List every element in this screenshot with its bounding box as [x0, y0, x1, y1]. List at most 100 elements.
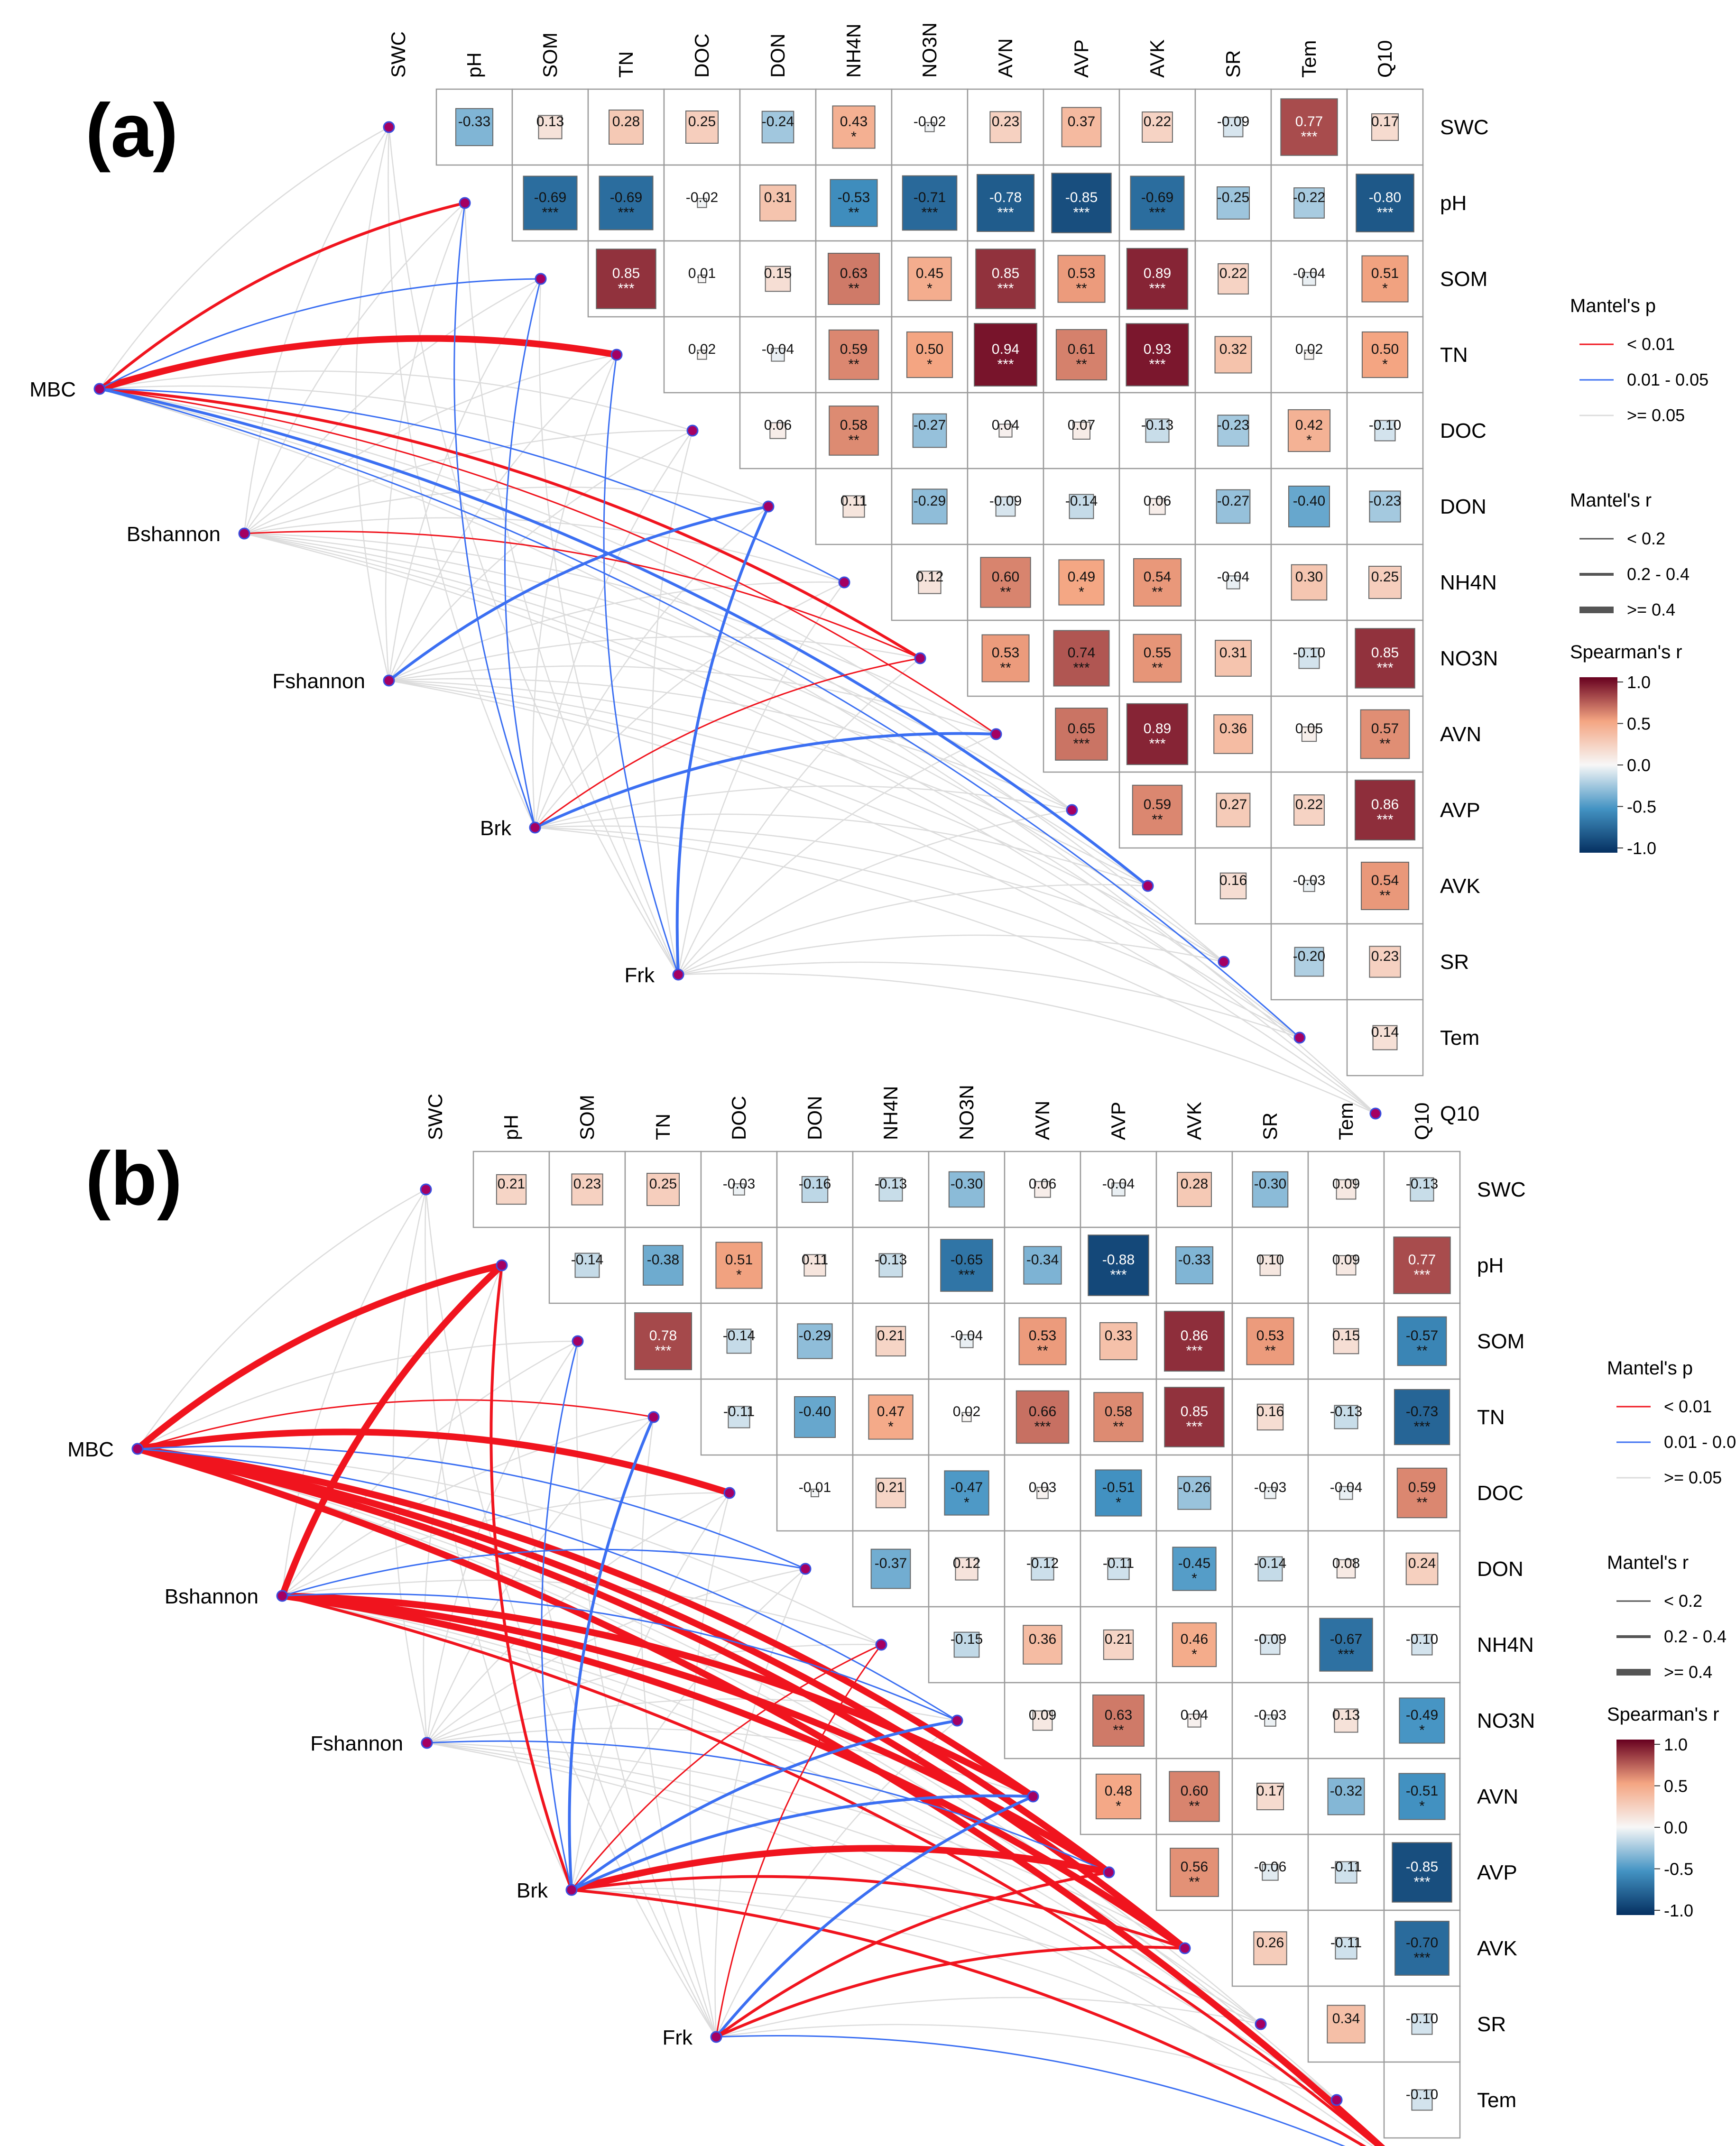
corr-tile-ph-sr [1259, 1254, 1281, 1276]
corr-value-label: -0.10 [1406, 2011, 1438, 2026]
corr-tile-doc-don [811, 1489, 819, 1497]
corr-significance-label: ** [1189, 1874, 1200, 1890]
corr-tile-nh4n-no3n [918, 571, 942, 594]
node-label-fshannon: Fshannon [272, 670, 365, 693]
corr-value-label: -0.85 [1406, 1859, 1438, 1875]
corr-value-label: -0.32 [1330, 1783, 1362, 1799]
column-label-avn: AVN [1031, 1101, 1053, 1140]
corr-value-label: 0.58 [1105, 1404, 1132, 1419]
corr-tile-tn-no3n [906, 331, 953, 378]
mantel-link-mbc-don [137, 1446, 806, 1570]
mantel-link-bg [137, 1448, 882, 1646]
corr-value-label: -0.29 [799, 1328, 831, 1344]
corr-tile-ph-tem [1336, 1255, 1357, 1276]
corr-tile-doc-sr [1264, 1487, 1276, 1499]
corr-value-label: -0.04 [1217, 569, 1249, 585]
corr-value-label: 0.47 [877, 1404, 905, 1419]
corr-tile-ph-tem [1293, 187, 1325, 219]
corr-tile-don-avp [1069, 494, 1094, 519]
corr-significance-label: *** [1110, 1267, 1127, 1283]
mantel-link-fshannon-avp [426, 1740, 1110, 1873]
column-label-don: DON [766, 34, 789, 78]
corr-value-label: 0.42 [1295, 417, 1323, 433]
corr-tile-don-no3n [955, 1557, 979, 1581]
row-label-swc: SWC [1477, 1178, 1526, 1201]
variable-dot [838, 576, 850, 589]
corr-tile-tn-avk [1126, 323, 1189, 387]
row-label-tn: TN [1477, 1406, 1505, 1429]
row-label-sr: SR [1477, 2013, 1506, 2036]
corr-value-label: 0.89 [1144, 721, 1171, 737]
corr-value-label: -0.40 [799, 1404, 831, 1419]
corr-tile-sr-tem [1327, 2005, 1366, 2044]
mantel-link-mbc-ph [98, 202, 466, 390]
legend-mantel-p-label: 0.01 - 0.05 [1627, 370, 1708, 389]
corr-tile-som-sr [1246, 1317, 1294, 1365]
corr-tile-ph-nh4n [830, 179, 878, 227]
mantel-link-bg [603, 354, 679, 975]
mantel-link-bg [244, 533, 1072, 811]
corr-tile-doc-tem [1287, 409, 1331, 452]
corr-value-label: -0.38 [647, 1252, 679, 1268]
mantel-link-bg [678, 961, 1300, 1039]
corr-tile-nh4n-avp [1103, 1629, 1134, 1660]
mantel-link-brk-no3n [570, 1719, 959, 1891]
corr-tile-avn-sr [1213, 714, 1253, 754]
corr-significance-label: *** [1149, 281, 1165, 296]
mantel-link-bg [464, 203, 679, 975]
corr-significance-label: *** [1149, 736, 1165, 752]
corr-tile-nh4n-avk [1133, 558, 1182, 607]
corr-tile-swc-som [571, 1173, 603, 1206]
corr-significance-label: * [927, 357, 933, 372]
corr-value-label: 0.05 [1295, 721, 1323, 737]
corr-significance-label: ** [1152, 584, 1163, 600]
corr-significance-label: ** [1152, 812, 1163, 828]
panel-a: (a) -0.33 0.13 0.28 0.25 -0.24 0.43*-0.02 0.23… [29, 22, 1708, 1125]
corr-tile-no3n-tem [1334, 1708, 1358, 1733]
corr-tile-don-avn [1031, 1557, 1054, 1581]
corr-value-label: -0.51 [1406, 1783, 1438, 1799]
corr-significance-label: * [1079, 584, 1084, 600]
variable-dot [1330, 2094, 1343, 2106]
correlation-grid: -0.33 0.13 0.28 0.25 -0.24 0.43*-0.02 0.23 0.37… [435, 88, 1424, 1077]
corr-value-label: -0.80 [1369, 190, 1401, 205]
corr-tile-avn-tem [1301, 726, 1317, 742]
corr-tile-tem-q10 [1411, 2089, 1433, 2111]
corr-tile-swc-avn [989, 111, 1022, 143]
variable-dot [1293, 1032, 1306, 1044]
column-label-no3n: NO3N [918, 22, 941, 78]
row-label-avk: AVK [1477, 1937, 1517, 1960]
legend-spearman-colorbar [1579, 677, 1617, 853]
variable-dot [1066, 804, 1078, 816]
legend-spearman-tick-label: -1.0 [1664, 1901, 1693, 1920]
corr-value-label: 0.85 [612, 266, 640, 281]
corr-value-label: -0.04 [762, 341, 794, 357]
corr-value-label: 0.59 [840, 341, 868, 357]
corr-significance-label: * [927, 281, 933, 296]
legend-spearman-tick-label: 1.0 [1627, 672, 1651, 692]
mantel-link-bg [388, 581, 845, 682]
corr-value-label: -0.40 [1293, 493, 1325, 509]
mantel-link-brk-q10 [570, 1888, 1367, 2146]
corr-significance-label: ** [1037, 1343, 1048, 1359]
node-dot [93, 383, 106, 395]
column-label-tn: TN [652, 1114, 674, 1140]
legend-spearman-tick-label: -0.5 [1627, 797, 1656, 817]
corr-tile-don-nh4n [842, 495, 865, 518]
mantel-link-mbc-avn [134, 1446, 1036, 1800]
corr-significance-label: *** [1376, 660, 1393, 676]
corr-value-label: 0.53 [1029, 1328, 1056, 1344]
corr-tile-don-tem [1336, 1559, 1356, 1579]
mantel-link-bg [677, 582, 845, 975]
column-label-tem: Tem [1335, 1103, 1357, 1140]
corr-significance-label: *** [1413, 1419, 1430, 1435]
corr-tile-ph-don [803, 1254, 826, 1277]
corr-tile-tn-sr [1214, 336, 1252, 374]
legend-mantel-r-label: >= 0.4 [1627, 600, 1675, 619]
corr-significance-label: *** [1376, 205, 1393, 221]
corr-value-label: -0.49 [1406, 1707, 1438, 1723]
variable-dot [990, 728, 1002, 740]
mantel-link-brk-ph [453, 202, 536, 829]
corr-value-label: 0.01 [688, 266, 716, 281]
mantel-link-brk-som [541, 1340, 579, 1891]
